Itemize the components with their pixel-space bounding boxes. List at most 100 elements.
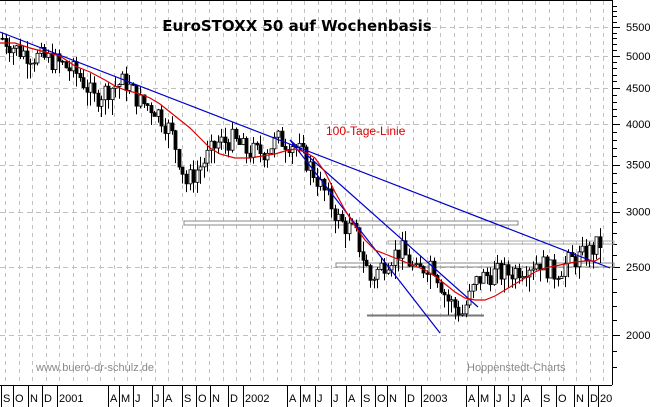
candle-body-up — [386, 269, 391, 274]
candle-body-down — [124, 73, 129, 91]
x-tick-label: M — [480, 393, 489, 405]
y-tick-label: 4500 — [626, 83, 650, 95]
candle-body-up — [372, 278, 377, 281]
x-tick-label: J — [510, 393, 516, 405]
candle-body-up — [230, 128, 235, 151]
candle-body-down — [262, 153, 267, 161]
candle-body-up — [520, 275, 525, 279]
candle-body-down — [81, 77, 86, 88]
x-tick-label: A — [289, 393, 297, 405]
candle-body-down — [357, 227, 362, 253]
support-band-2530 — [335, 262, 615, 268]
x-tick-label: J — [135, 393, 141, 405]
candle-body-up — [265, 152, 270, 161]
candle-body-down — [85, 87, 90, 93]
candle-body-up — [541, 256, 546, 271]
x-tick-label: O — [15, 393, 24, 405]
candle-body-down — [142, 94, 147, 105]
candle-body-up — [492, 268, 497, 286]
candle-body-up — [587, 244, 592, 262]
long-term-downtrend-line — [0, 31, 611, 269]
candle-body-up — [205, 149, 210, 164]
candle-body-up — [563, 262, 568, 277]
y-tick-label: 3000 — [626, 207, 650, 219]
candle-body-down — [177, 149, 182, 168]
candle-body-up — [117, 84, 122, 87]
candle-body-up — [460, 313, 465, 316]
candle-body-down — [184, 173, 189, 185]
candle-body-up — [11, 47, 16, 54]
candle-body-up — [548, 259, 553, 279]
candle-body-down — [425, 272, 430, 275]
candle-body-down — [488, 275, 493, 286]
candle-body-up — [166, 122, 171, 134]
candle-body-down — [0, 37, 5, 40]
candle-body-down — [506, 264, 511, 276]
candle-body-down — [149, 105, 154, 114]
candle-body-down — [403, 240, 408, 256]
candle-body-down — [591, 244, 596, 255]
candle-body-down — [301, 142, 306, 148]
candle-body-down — [25, 50, 30, 64]
x-tick-label: O — [377, 393, 386, 405]
candle-body-down — [517, 268, 522, 279]
candle-body-up — [127, 83, 132, 91]
candle-body-down — [145, 103, 150, 106]
x-tick-label: D — [590, 393, 598, 405]
candle-body-up — [566, 252, 571, 264]
candle-body-up — [156, 109, 161, 117]
candle-body-down — [18, 45, 23, 58]
candle-body-up — [400, 240, 405, 259]
candle-body-up — [580, 245, 585, 253]
candle-body-down — [237, 138, 242, 145]
candle-body-down — [258, 144, 263, 155]
x-tick-label: M — [121, 393, 130, 405]
x-axis-labels: S O N D 2001 A M J J A S O N D 2002 A M J J A S O N D 2003 A M J J A S… — [1, 386, 612, 407]
candle-body-down — [453, 299, 458, 308]
candle-body-up — [14, 45, 19, 49]
candle-body-down — [223, 136, 228, 144]
candle-body-up — [198, 166, 203, 171]
candle-body-down — [340, 213, 345, 222]
candle-body-down — [456, 306, 461, 316]
ma-annotation-label: 100-Tage-Linie — [326, 124, 406, 138]
x-tick-label: 2001 — [59, 393, 83, 405]
candle-body-up — [594, 236, 599, 255]
steep-downtrend-line-1 — [289, 139, 441, 334]
candle-body-down — [7, 46, 12, 54]
candle-body-down — [368, 265, 373, 281]
candle-body-down — [333, 208, 338, 221]
x-tick-label: A — [523, 393, 531, 405]
candle-body-up — [577, 251, 582, 268]
candle-body-down — [152, 112, 157, 117]
candle-body-up — [251, 142, 256, 158]
candle-body-down — [439, 282, 444, 293]
candle-body-up — [556, 278, 561, 280]
candle-body-down — [159, 109, 164, 127]
x-tick-label: N — [576, 393, 584, 405]
y-tick-label: 5000 — [626, 51, 650, 63]
candle-body-up — [428, 260, 433, 275]
candle-body-up — [195, 169, 200, 183]
candle-body-up — [32, 62, 37, 65]
candle-body-up — [347, 222, 352, 235]
candle-body-down — [50, 52, 55, 70]
watermark-source: Hoppenstedt-Charts — [467, 362, 566, 374]
candle-body-up — [531, 268, 536, 271]
x-tick-label: A — [348, 393, 356, 405]
candle-body-down — [106, 85, 111, 100]
candle-body-down — [92, 82, 97, 94]
candle-body-up — [464, 304, 469, 315]
candle-body-up — [474, 276, 479, 285]
x-tick-label: 2002 — [245, 393, 269, 405]
candle-body-up — [88, 82, 93, 93]
candle-body-up — [103, 85, 108, 101]
candle-body-down — [163, 125, 168, 134]
candle-body-down — [67, 67, 72, 72]
candle-body-up — [495, 263, 500, 270]
candle-body-up — [297, 142, 302, 148]
candle-body-down — [57, 53, 62, 62]
candle-body-down — [396, 249, 401, 259]
candle-body-up — [28, 62, 33, 65]
